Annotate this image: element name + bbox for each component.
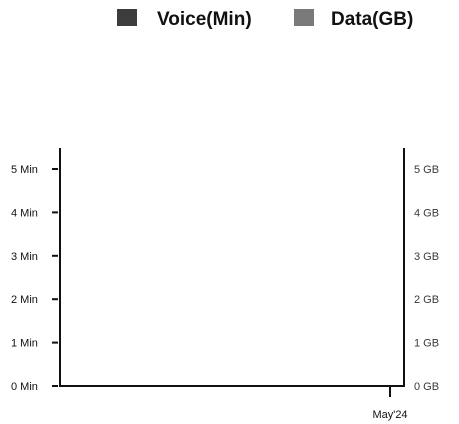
right-tick-label: 3 GB [414, 251, 439, 263]
right-tick-label: 0 GB [414, 381, 439, 393]
right-tick-label: 1 GB [414, 338, 439, 350]
right-tick-label: 5 GB [414, 164, 439, 176]
x-tick-label: May'24 [372, 409, 407, 421]
legend-item-voice: Voice(Min) [117, 9, 252, 30]
legend-item-data: Data(GB) [294, 9, 413, 30]
legend-swatch-data [294, 9, 314, 26]
left-tick-label: 1 Min [11, 338, 38, 350]
right-tick-label: 2 GB [414, 294, 439, 306]
left-tick-label: 5 Min [11, 164, 38, 176]
left-tick-label: 0 Min [11, 381, 38, 393]
left-tick-label: 2 Min [11, 294, 38, 306]
legend-swatch-voice [117, 9, 137, 26]
legend-label-voice: Voice(Min) [157, 9, 252, 30]
legend-label-data: Data(GB) [331, 9, 413, 30]
left-tick-label: 4 Min [11, 207, 38, 219]
legend: Voice(Min) Data(GB) [117, 9, 413, 30]
right-axis-ticks: 0 GB 1 GB 2 GB 3 GB 4 GB 5 GB [414, 164, 439, 393]
plot-area: 0 Min 1 Min 2 Min 3 Min 4 Min 5 Min 0 GB 1 GB 2… [11, 148, 439, 421]
x-axis-ticks: May'24 [372, 386, 408, 421]
left-tick-label: 3 Min [11, 251, 38, 263]
right-tick-label: 4 GB [414, 207, 439, 219]
left-axis-ticks: 0 Min 1 Min 2 Min 3 Min 4 Min 5 Min [11, 164, 58, 393]
